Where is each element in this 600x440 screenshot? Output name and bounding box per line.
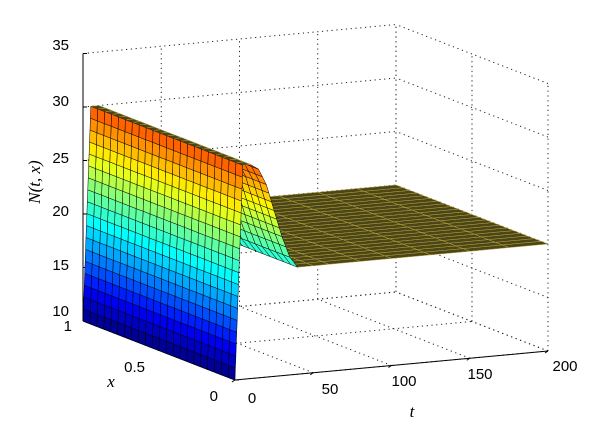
surface-patch bbox=[214, 154, 223, 170]
tick-labels: 10 15 20 25 30 35 0 50 100 150 200 1 0.5… bbox=[52, 37, 577, 407]
surface-patch bbox=[97, 108, 105, 124]
t-tick-mark bbox=[466, 357, 471, 361]
surface-patch bbox=[110, 113, 119, 130]
surface-patch bbox=[207, 151, 216, 167]
grid-line bbox=[239, 306, 392, 366]
surface-patch bbox=[145, 127, 154, 143]
surface-patch bbox=[186, 143, 195, 159]
surface-patch bbox=[138, 124, 147, 141]
t-tick-mark bbox=[309, 372, 314, 376]
surface-patch bbox=[90, 105, 98, 122]
surface-patch bbox=[221, 156, 230, 173]
surface-patch bbox=[159, 132, 168, 149]
x-axis-label: x bbox=[106, 372, 115, 391]
t-tick-100: 100 bbox=[391, 373, 416, 390]
t-tick-mark bbox=[231, 379, 236, 383]
z-tick-10: 10 bbox=[52, 303, 69, 320]
surface-patch bbox=[103, 111, 112, 127]
t-tick-50: 50 bbox=[322, 381, 339, 398]
surface-patch bbox=[173, 138, 181, 154]
t-tick-mark bbox=[544, 350, 549, 354]
surface-patch bbox=[193, 146, 202, 162]
t-axis-label: t bbox=[410, 402, 416, 421]
t-tick-mark bbox=[388, 365, 392, 368]
surface-patch bbox=[235, 162, 244, 178]
z-tick-35: 35 bbox=[52, 37, 69, 54]
t-tick-200: 200 bbox=[552, 358, 577, 375]
surface-patch bbox=[131, 122, 140, 138]
z-tick-15: 15 bbox=[52, 257, 69, 274]
grid-line bbox=[82, 77, 397, 108]
surface-patch bbox=[124, 119, 133, 135]
z-tick-30: 30 bbox=[52, 93, 69, 110]
surface-patch bbox=[228, 159, 237, 175]
surface-patch bbox=[200, 148, 209, 165]
z-tick-20: 20 bbox=[52, 203, 69, 220]
x-tick-1: 1 bbox=[64, 318, 72, 335]
surface bbox=[82, 105, 549, 381]
x-tick-0: 0 bbox=[210, 388, 218, 405]
surface-patch bbox=[117, 116, 126, 132]
surface-patch bbox=[179, 140, 188, 157]
z-tick-25: 25 bbox=[52, 150, 69, 167]
surface-patch bbox=[152, 130, 161, 146]
grid-line bbox=[82, 24, 397, 54]
grid-line bbox=[395, 77, 549, 138]
x-tick-0.5: 0.5 bbox=[124, 359, 145, 376]
t-tick-0: 0 bbox=[248, 390, 256, 407]
surface-patch bbox=[166, 135, 174, 151]
grid-line bbox=[395, 24, 549, 84]
z-axis-label: N(t, x) bbox=[25, 160, 44, 205]
t-tick-150: 150 bbox=[467, 366, 492, 383]
